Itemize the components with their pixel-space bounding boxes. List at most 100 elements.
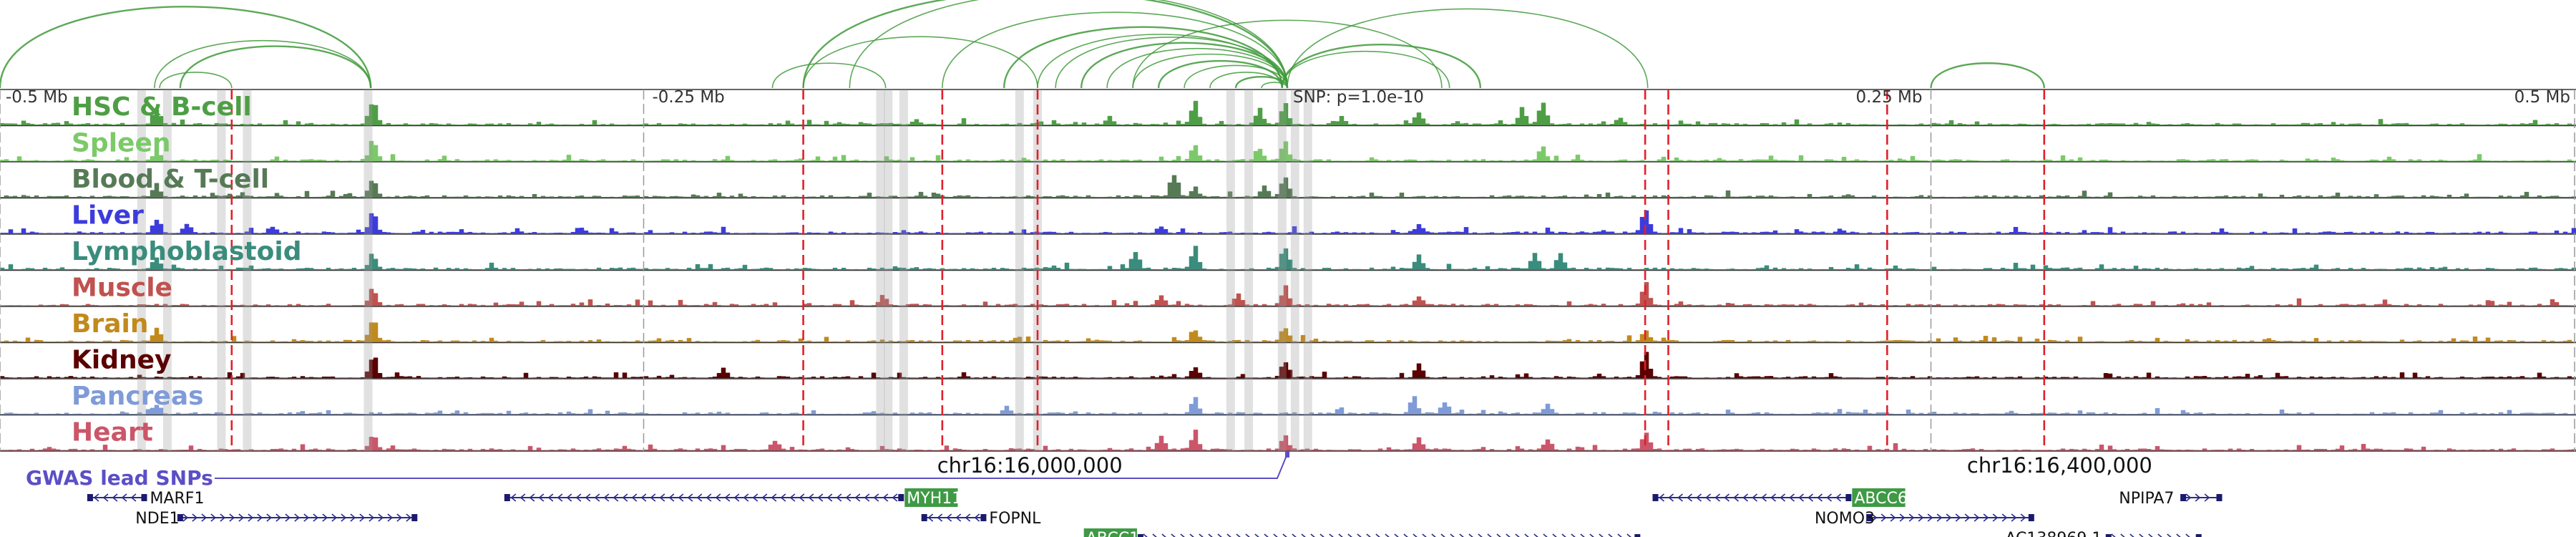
coordinate-label: 0.25 Mb	[1856, 88, 1923, 107]
track-4	[0, 233, 2576, 270]
strand-arrows	[93, 493, 137, 502]
interaction-arc	[1106, 47, 1288, 89]
signal-area	[0, 352, 2576, 379]
strand-arrows	[2111, 533, 2190, 537]
highlight-band	[364, 90, 373, 451]
gwas-lead-snps-label: GWAS lead SNPs	[26, 466, 213, 490]
track-6	[0, 306, 2576, 342]
gene-highlight-box	[904, 488, 958, 507]
strand-arrows	[927, 513, 980, 522]
exon-block	[1866, 514, 1873, 521]
gene-label: NOMO3	[1815, 510, 1875, 528]
interaction-arc	[942, 11, 1288, 89]
track-0	[0, 89, 2576, 125]
highlight-band	[1244, 90, 1254, 451]
exon-block	[411, 514, 418, 521]
interaction-arc	[771, 62, 887, 89]
track-name: Kidney	[72, 346, 172, 375]
interaction-arc	[1930, 62, 2046, 89]
gene-label: AC138969.1	[2005, 530, 2102, 537]
track-1	[0, 125, 2576, 162]
coordinate-label: 0.5 Mb	[2514, 88, 2570, 107]
highlight-band	[217, 90, 226, 451]
signal-area	[0, 140, 2576, 162]
highlight-band	[1290, 90, 1299, 451]
track-7	[0, 342, 2576, 379]
track-8	[0, 378, 2576, 415]
interaction-arc	[1080, 42, 1289, 89]
interaction-arc	[154, 39, 371, 89]
track-2	[0, 161, 2576, 198]
interaction-arc	[1261, 82, 1288, 89]
highlight-band	[162, 90, 172, 451]
highlight-band	[899, 90, 908, 451]
gene-label: FOPNL	[989, 510, 1041, 528]
coordinate-labels: -0.5 Mb -0.25 Mb 0.25 Mb 0.5 Mb SNP: p=1.0e-…	[6, 88, 2570, 478]
gene-myh11: MYH11	[504, 488, 962, 508]
exon-block	[87, 494, 93, 501]
strand-arrows	[1871, 513, 2026, 522]
interaction-arc	[159, 72, 233, 89]
coordinate-label: -0.25 Mb	[653, 88, 725, 107]
strand-arrows	[1143, 533, 1631, 537]
gene-nde1: NDE1	[135, 510, 418, 528]
highlight-band	[1303, 90, 1312, 451]
exon-block	[1634, 534, 1641, 537]
interaction-arc	[1209, 72, 1283, 89]
chromosome-position-label: chr16:16,000,000	[937, 453, 1123, 478]
exon-block	[1137, 534, 1143, 537]
track-name: Heart	[72, 418, 153, 448]
gwas-track: GWAS lead SNPs	[26, 451, 1289, 490]
signal-area	[0, 246, 2576, 270]
gene-ac138969-1: AC138969.1	[2005, 530, 2202, 537]
interaction-arc	[179, 45, 372, 89]
interaction-arc	[1281, 44, 1482, 89]
coordinate-label: -0.5 Mb	[6, 88, 68, 107]
interaction-arc	[802, 36, 1038, 89]
track-name: Spleen	[72, 129, 171, 158]
exon-block	[1652, 494, 1659, 501]
gene-label: NPIPA7	[2119, 490, 2174, 508]
gene-fopnl: FOPNL	[921, 510, 1041, 528]
highlight-band	[137, 90, 146, 451]
interaction-arc	[1055, 37, 1288, 89]
exon-block	[2028, 514, 2034, 521]
signal-area	[0, 210, 2576, 234]
exon-block	[2216, 494, 2223, 501]
gene-marf1: MARF1	[87, 490, 204, 508]
gene-label: ABCC1	[1086, 530, 1139, 537]
exon-block	[2195, 534, 2202, 537]
track-5	[0, 269, 2576, 306]
gene-label: NDE1	[135, 510, 179, 528]
gwas-connector-line	[215, 453, 1288, 479]
interaction-arcs	[0, 0, 2046, 89]
exon-block	[504, 494, 510, 501]
interaction-arc	[1157, 60, 1283, 89]
highlight-band	[243, 90, 252, 451]
exon-block	[2180, 494, 2187, 501]
exon-block	[980, 514, 987, 521]
track-name: Pancreas	[72, 382, 204, 411]
interaction-arc	[1132, 53, 1288, 89]
track-name: Brain	[72, 309, 148, 339]
track-name: Liver	[72, 201, 144, 231]
highlight-band	[876, 90, 885, 451]
chromosome-position-label: chr16:16,400,000	[1967, 453, 2152, 478]
gene-highlight-box	[1083, 528, 1137, 537]
signal-area	[0, 175, 2576, 198]
track-3	[0, 197, 2576, 234]
interaction-arc	[1287, 8, 1649, 89]
strand-arrows	[182, 513, 412, 522]
interaction-arc	[849, 0, 1288, 89]
exon-block	[898, 494, 904, 501]
interaction-arc	[802, 0, 1289, 89]
exon-block	[141, 494, 147, 501]
interaction-arc	[1132, 19, 1443, 89]
gene-label: ABCC6	[1854, 490, 1907, 508]
signal-area	[0, 322, 2576, 342]
strand-arrows	[1659, 493, 1842, 502]
interaction-arc	[0, 6, 372, 89]
highlight-band	[1015, 90, 1024, 451]
strand-arrows	[510, 493, 898, 502]
